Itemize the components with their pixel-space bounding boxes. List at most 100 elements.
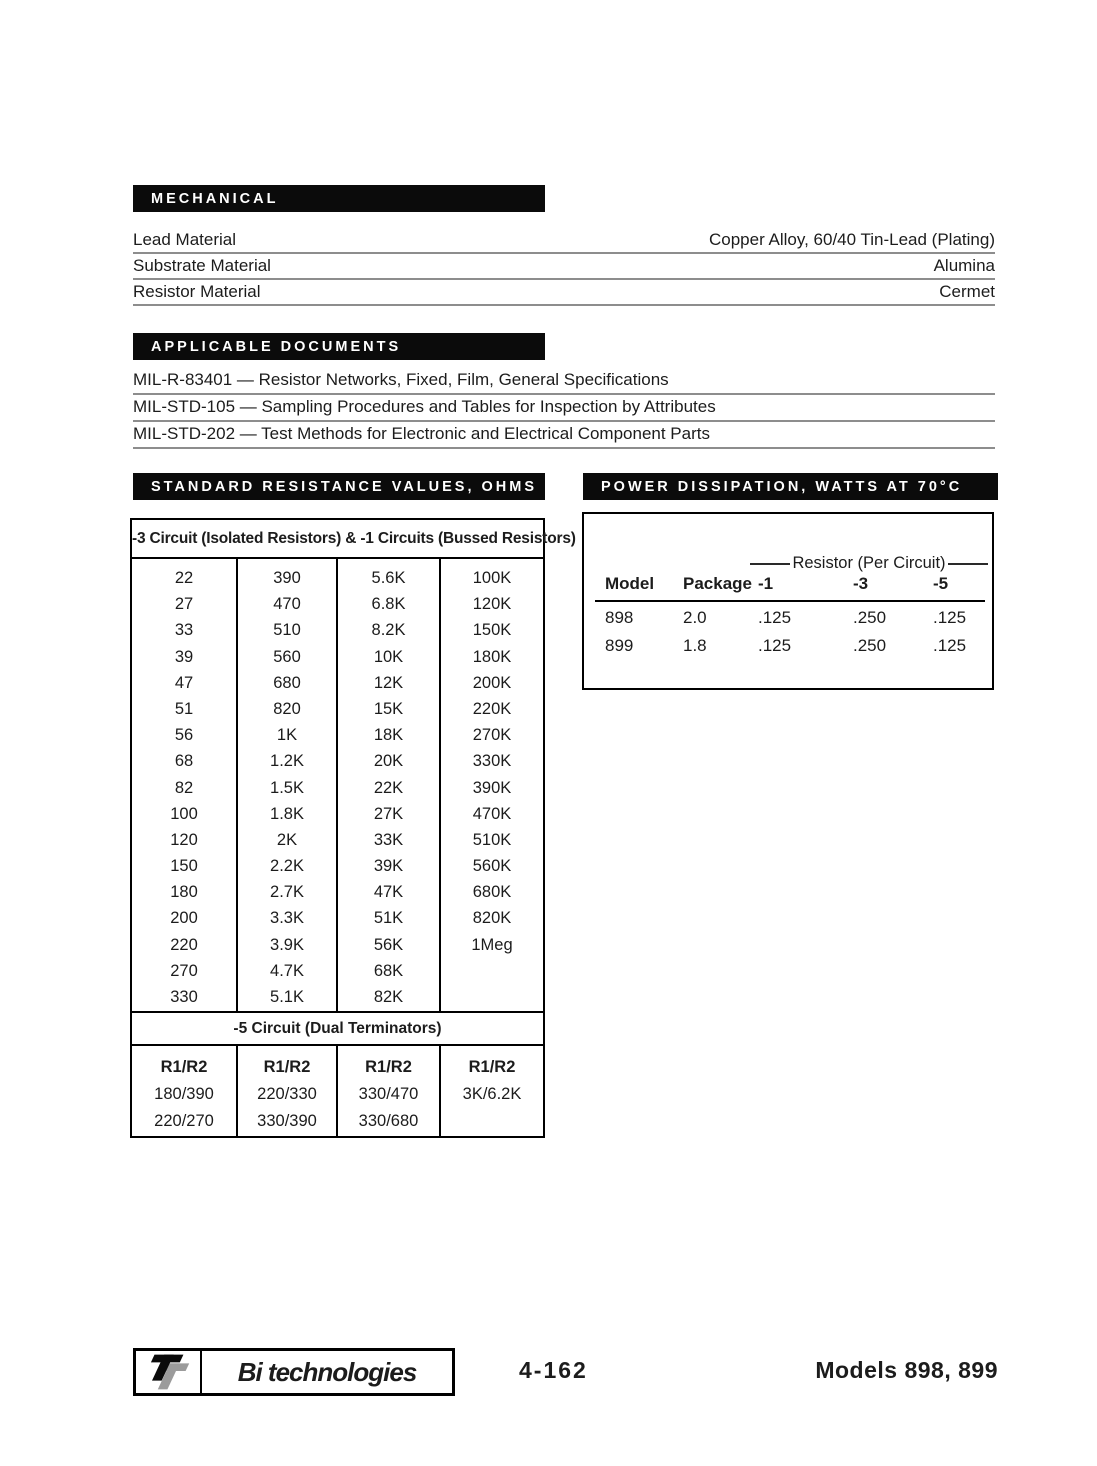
power-column-header: Package xyxy=(683,574,752,593)
dual-terminator-column: R1/R2 180/390 220/270 xyxy=(132,1046,238,1136)
power-column-header: Model xyxy=(605,574,655,593)
resistance-value: 6.8K xyxy=(371,595,406,614)
power-column-header: -5 xyxy=(933,574,949,593)
resistance-value: 56K xyxy=(373,935,404,954)
mechanical-spec-list: Lead Material Copper Alloy, 60/40 Tin-Le… xyxy=(133,228,995,306)
resistance-value: 220K xyxy=(472,699,512,718)
resistance-value: 20K xyxy=(373,752,404,771)
resistance-value: 100 xyxy=(170,804,198,823)
spec-row: Resistor Material Cermet xyxy=(133,280,995,306)
tt-logo-icon xyxy=(136,1351,202,1393)
resistance-value: 470 xyxy=(273,595,301,614)
header-rule-left xyxy=(750,562,791,565)
resistance-value: 3.9K xyxy=(270,935,304,954)
resistance-value: 27K xyxy=(373,804,404,823)
dual-terminator-value: 3K/6.2K xyxy=(462,1085,522,1103)
resistor-per-circuit-header: Resistor (Per Circuit) xyxy=(750,554,989,573)
spec-value: Alumina xyxy=(933,256,995,275)
resistance-value: 39 xyxy=(174,647,194,666)
power-table-row: 899 1.8 .125 .250 .125 xyxy=(605,636,966,656)
resistance-value: 2.2K xyxy=(270,857,304,876)
resistance-value: 4.7K xyxy=(270,961,304,980)
resistance-column: 100K 120K 150K 180K 200K 220K 270K 330K 390K 470K… xyxy=(441,559,543,1011)
header-rule-right xyxy=(947,562,989,565)
resistance-value: 2K xyxy=(276,830,298,849)
resistance-column: 390 470 510 560 680 820 1K 1.2K 1.5K 1.8K 2K 2.2K 2.… xyxy=(238,559,338,1011)
document-item: MIL-R-83401 — Resistor Networks, Fixed, … xyxy=(133,368,995,395)
resistance-value: 330 xyxy=(170,988,198,1006)
resistance-value: 390K xyxy=(472,778,512,797)
resistance-value: 82K xyxy=(373,988,404,1006)
power-table-cell: .250 xyxy=(853,636,887,655)
spec-label: Lead Material xyxy=(133,230,237,249)
resistance-value: 33K xyxy=(373,830,404,849)
resistance-value: 51 xyxy=(174,699,194,718)
resistance-value: 47K xyxy=(373,883,404,902)
spec-label: Substrate Material xyxy=(133,256,271,275)
resistance-column: 22 27 33 39 47 51 56 68 82 100 120 150 180 200 220 270 3… xyxy=(132,559,238,1011)
power-table-cell: .125 xyxy=(758,608,792,627)
dual-terminator-value: 220/270 xyxy=(154,1112,214,1130)
resistance-value: 470K xyxy=(472,804,512,823)
resistance-value: 82 xyxy=(174,778,194,797)
dual-terminator-value: R1/R2 xyxy=(365,1058,412,1076)
dual-terminator-value: 330/680 xyxy=(358,1112,419,1130)
resistance-value: 1Meg xyxy=(471,935,513,954)
power-table-cell: 898 xyxy=(605,608,634,627)
spec-value: Cermet xyxy=(939,282,995,301)
header-underline xyxy=(595,600,985,602)
resistance-value: 270 xyxy=(170,961,198,980)
dual-terminator-value: R1/R2 xyxy=(468,1058,516,1076)
power-table-cell: 899 xyxy=(605,636,634,655)
resistance-value: 33 xyxy=(174,621,194,640)
resistance-value: 1.5K xyxy=(270,778,304,797)
resistance-value: 180K xyxy=(472,647,512,666)
resistance-value: 680K xyxy=(472,883,512,902)
resistance-value: 68K xyxy=(373,961,404,980)
dual-terminator-value: R1/R2 xyxy=(263,1058,311,1076)
resistance-table-header: -3 Circuit (Isolated Resistors) & -1 Cir… xyxy=(132,520,576,559)
resistance-value: 18K xyxy=(373,726,404,745)
resistance-value: 2.7K xyxy=(270,883,304,902)
resistance-value: 51K xyxy=(373,909,404,928)
resistance-value: 15K xyxy=(373,699,404,718)
power-column-header: -1 xyxy=(758,574,774,593)
resistance-value: 1.2K xyxy=(270,752,304,771)
resistance-value: 680 xyxy=(273,673,301,692)
resistance-values-table: -3 Circuit (Isolated Resistors) & -1 Cir… xyxy=(130,518,576,1138)
resistance-value: 120K xyxy=(472,595,512,614)
resistance-value: 150 xyxy=(170,857,198,876)
resistance-value: 270K xyxy=(472,726,512,745)
resistance-value: 820K xyxy=(472,909,512,928)
dual-terminators-grid: R1/R2 180/390 220/270 R1/R2 220/330 330/390 … xyxy=(132,1046,543,1136)
dual-terminator-value: 330/390 xyxy=(257,1112,317,1130)
applicable-documents-section-header: APPLICABLE DOCUMENTS xyxy=(133,333,545,360)
resistance-value: 12K xyxy=(373,673,404,692)
applicable-documents-list: MIL-R-83401 — Resistor Networks, Fixed, … xyxy=(133,368,995,449)
dual-terminator-value: 330/470 xyxy=(358,1085,419,1103)
dual-terminator-column: R1/R2 3K/6.2K xyxy=(441,1046,543,1136)
resistance-value: 510K xyxy=(472,830,512,849)
document-item: MIL-STD-105 — Sampling Procedures and Ta… xyxy=(133,395,995,422)
resistance-value: 820 xyxy=(273,699,301,718)
power-table-row: 898 2.0 .125 .250 .125 xyxy=(605,608,966,628)
resistance-value: 22 xyxy=(174,569,194,587)
page-number: 4-162 xyxy=(519,1357,588,1383)
power-dissipation-table: Resistor (Per Circuit) Model Package -1 -3 -… xyxy=(582,512,994,690)
resistance-value: 560 xyxy=(273,647,301,666)
document-item: MIL-STD-202 — Test Methods for Electroni… xyxy=(133,422,995,449)
resistance-value: 200 xyxy=(170,909,198,928)
power-table-cell: .125 xyxy=(933,636,967,655)
resistance-value: 330K xyxy=(472,752,512,771)
dual-terminator-value: 220/330 xyxy=(257,1085,317,1103)
resistance-value: 5.1K xyxy=(270,988,304,1006)
power-column-header: -3 xyxy=(853,574,869,593)
resistance-value: 22K xyxy=(373,778,404,797)
resistance-value: 180 xyxy=(170,883,198,902)
resistance-value: 8.2K xyxy=(371,621,406,640)
resistance-grid: 22 27 33 39 47 51 56 68 82 100 120 150 180 200 220 270 3… xyxy=(132,559,543,1011)
resistance-value: 27 xyxy=(174,595,194,614)
bi-technologies-logo: Bi technologies xyxy=(133,1348,455,1396)
mechanical-section-header: MECHANICAL xyxy=(133,185,545,212)
resistor-per-circuit-label: Resistor (Per Circuit) xyxy=(792,554,946,572)
